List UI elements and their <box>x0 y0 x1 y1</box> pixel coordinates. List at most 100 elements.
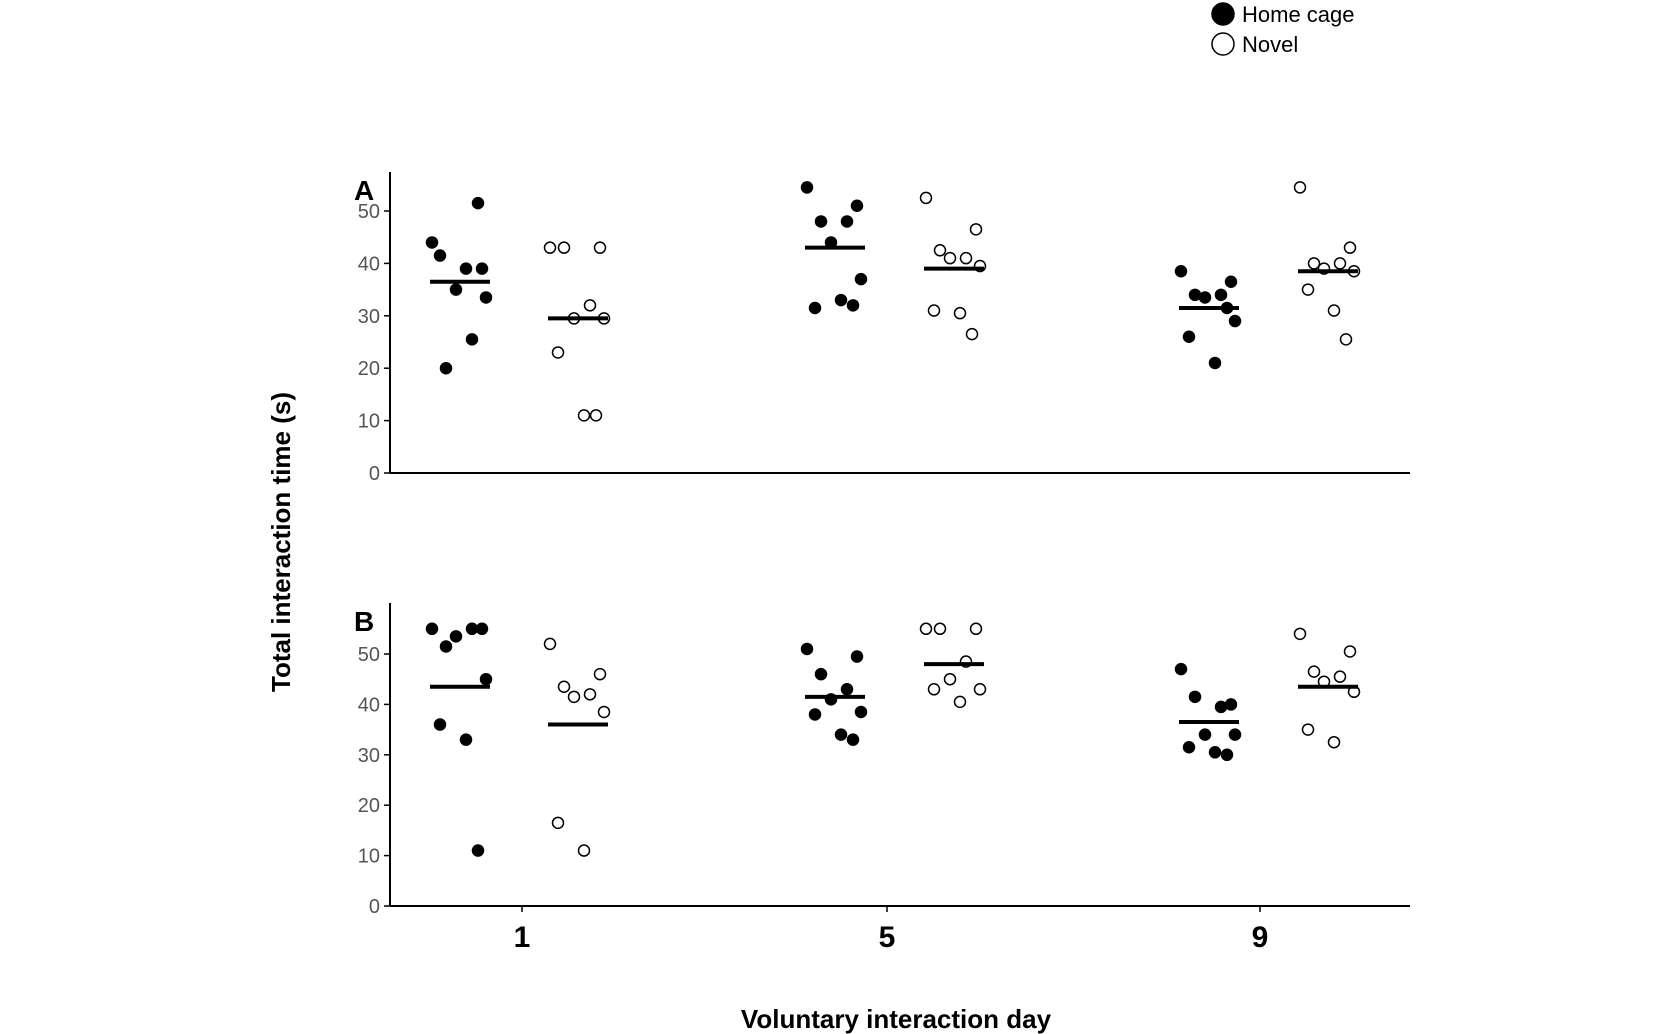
home-cage-point <box>1174 662 1188 676</box>
home-cage-point <box>475 262 489 275</box>
novel-point <box>593 241 607 254</box>
novel-point <box>593 667 607 681</box>
home-cage-point <box>433 718 447 731</box>
home-cage-point <box>1198 728 1212 741</box>
y-tick-label: 40 <box>358 694 380 716</box>
novel-point <box>1307 665 1321 678</box>
home-cage-point <box>846 733 860 746</box>
home-cage-point <box>1174 265 1188 278</box>
home-cage-point <box>425 622 439 636</box>
y-tick-label: 50 <box>358 644 380 666</box>
home-cage-point <box>800 181 814 194</box>
home-cage-point <box>433 249 447 262</box>
novel-point <box>583 688 597 701</box>
home-cage-point <box>479 291 493 304</box>
novel-point <box>1293 627 1307 641</box>
home-cage-point <box>1224 275 1238 288</box>
novel-point <box>927 683 941 696</box>
home-cage-point <box>449 630 463 643</box>
home-cage-point <box>846 299 860 312</box>
novel-point <box>943 672 957 686</box>
y-tick-label: 30 <box>358 306 380 328</box>
novel-point <box>969 622 983 636</box>
home-cage-point <box>1214 288 1228 302</box>
home-cage-point <box>1214 700 1228 714</box>
home-cage-point <box>834 728 848 741</box>
novel-point <box>583 299 597 312</box>
legend-home-cage-label: Home cage <box>1242 2 1355 27</box>
novel-point <box>1301 723 1315 736</box>
novel-point <box>543 241 557 254</box>
home-cage-point <box>465 622 479 636</box>
novel-point <box>943 251 957 265</box>
novel-point <box>1293 181 1307 194</box>
novel-point <box>953 306 967 320</box>
home-cage-point <box>439 640 453 653</box>
novel-point <box>1307 257 1321 270</box>
home-cage-point <box>840 683 854 696</box>
y-tick-label: 10 <box>358 411 380 433</box>
novel-point <box>969 223 983 236</box>
novel-point <box>1327 304 1341 317</box>
home-cage-point <box>850 650 864 663</box>
novel-point <box>933 244 947 257</box>
panel-label: B <box>354 606 374 637</box>
x-axis-title: Voluntary interaction day <box>741 1004 1052 1034</box>
home-cage-point <box>814 215 828 228</box>
novel-point <box>557 680 571 694</box>
y-tick-label: 30 <box>358 745 380 767</box>
novel-point <box>965 327 979 341</box>
home-cage-point <box>471 844 485 857</box>
novel-point <box>597 705 611 719</box>
novel-point <box>973 683 987 696</box>
home-cage-point <box>1220 748 1234 762</box>
y-axis-title: Total interaction time (s) <box>266 392 296 692</box>
novel-point <box>1343 645 1357 658</box>
legend-novel-marker <box>1211 32 1235 56</box>
novel-point <box>543 637 557 651</box>
panel-label: A <box>354 175 374 206</box>
panel-a: 0 10 20 30 40 50A <box>354 172 1410 485</box>
x-tick-label: 1 <box>514 921 531 954</box>
novel-point <box>1339 333 1353 346</box>
novel-point <box>557 241 571 254</box>
home-cage-point <box>459 262 473 275</box>
home-cage-point <box>1182 330 1196 344</box>
home-cage-point <box>1208 746 1222 759</box>
y-tick-label: 50 <box>358 201 380 223</box>
novel-point <box>1327 735 1341 749</box>
novel-point <box>933 622 947 636</box>
home-cage-point <box>479 672 493 686</box>
home-cage-point <box>449 283 463 296</box>
y-tick-label: 0 <box>369 896 380 918</box>
y-tick-label: 20 <box>358 795 380 817</box>
home-cage-point <box>439 361 453 375</box>
legend-home-cage-marker <box>1211 2 1235 26</box>
legend-novel-label: Novel <box>1242 32 1298 57</box>
home-cage-point <box>850 199 864 213</box>
home-cage-point <box>800 642 814 656</box>
home-cage-point <box>1228 728 1242 741</box>
home-cage-point <box>840 215 854 228</box>
home-cage-point <box>1208 356 1222 370</box>
novel-point <box>1343 241 1357 254</box>
y-tick-label: 0 <box>369 463 380 485</box>
novel-point <box>1333 257 1347 270</box>
home-cage-point <box>465 333 479 346</box>
home-cage-point <box>1198 291 1212 304</box>
novel-point <box>959 251 973 265</box>
home-cage-point <box>808 708 822 721</box>
home-cage-point <box>854 705 868 719</box>
home-cage-point <box>459 733 473 746</box>
novel-point <box>551 346 565 359</box>
home-cage-point <box>808 301 822 315</box>
novel-point <box>577 409 591 422</box>
home-cage-point <box>1182 740 1196 754</box>
novel-point <box>577 844 591 857</box>
legend: Home cage Novel <box>1211 2 1355 57</box>
y-tick-label: 10 <box>358 846 380 868</box>
home-cage-point <box>1224 698 1238 711</box>
home-cage-point <box>425 236 439 249</box>
